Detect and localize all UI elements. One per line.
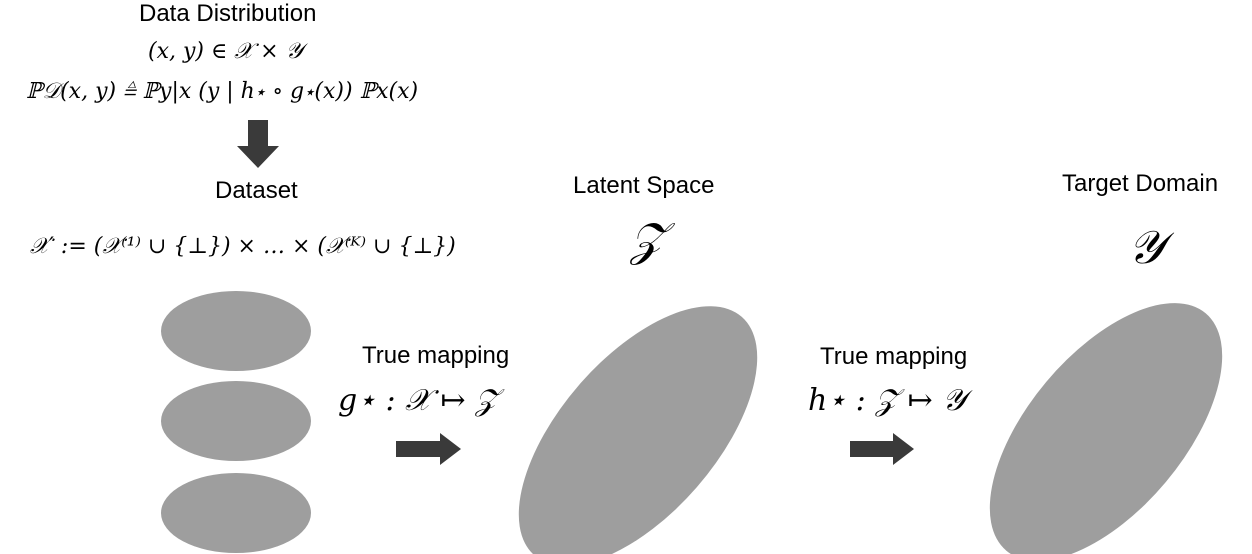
mapping-h-label: True mapping bbox=[820, 343, 968, 370]
mapping-g-arrow bbox=[396, 433, 461, 465]
down-arrow bbox=[237, 120, 279, 168]
target-title: Target Domain bbox=[1062, 170, 1219, 197]
latent-ellipse bbox=[518, 306, 758, 554]
mapping-g-formula: g⋆ : 𝒳 ↦ 𝒵 bbox=[338, 383, 499, 418]
dataset-title: Dataset bbox=[215, 177, 298, 204]
mapping-h-formula: h⋆ : 𝒵 ↦ 𝒴 bbox=[808, 383, 966, 418]
distribution-pair-formula: (x, y) ∈ 𝒳 × 𝒴 bbox=[148, 39, 303, 64]
mapping-h-arrow bbox=[850, 433, 914, 465]
distribution-prob-formula: ℙ𝒟(x, y) ≜ ℙy|x (y | h⋆ ∘ g⋆(x)) ℙx(x) bbox=[26, 79, 419, 104]
dataset-ellipse-1 bbox=[161, 291, 311, 371]
latent-symbol: 𝒵 bbox=[630, 212, 666, 266]
dataset-ellipse-2 bbox=[161, 381, 311, 461]
target-ellipse bbox=[989, 303, 1223, 554]
latent-title: Latent Space bbox=[573, 172, 715, 199]
mapping-g-label: True mapping bbox=[362, 342, 510, 369]
distribution-title: Data Distribution bbox=[139, 0, 317, 27]
dataset-formula: 𝒳′ := (𝒳⁽¹⁾ ∪ {⊥}) × … × (𝒳⁽ᴷ⁾ ∪ {⊥}) bbox=[30, 234, 456, 259]
target-symbol: 𝒴 bbox=[1128, 220, 1165, 274]
dataset-ellipse-3 bbox=[161, 473, 311, 553]
